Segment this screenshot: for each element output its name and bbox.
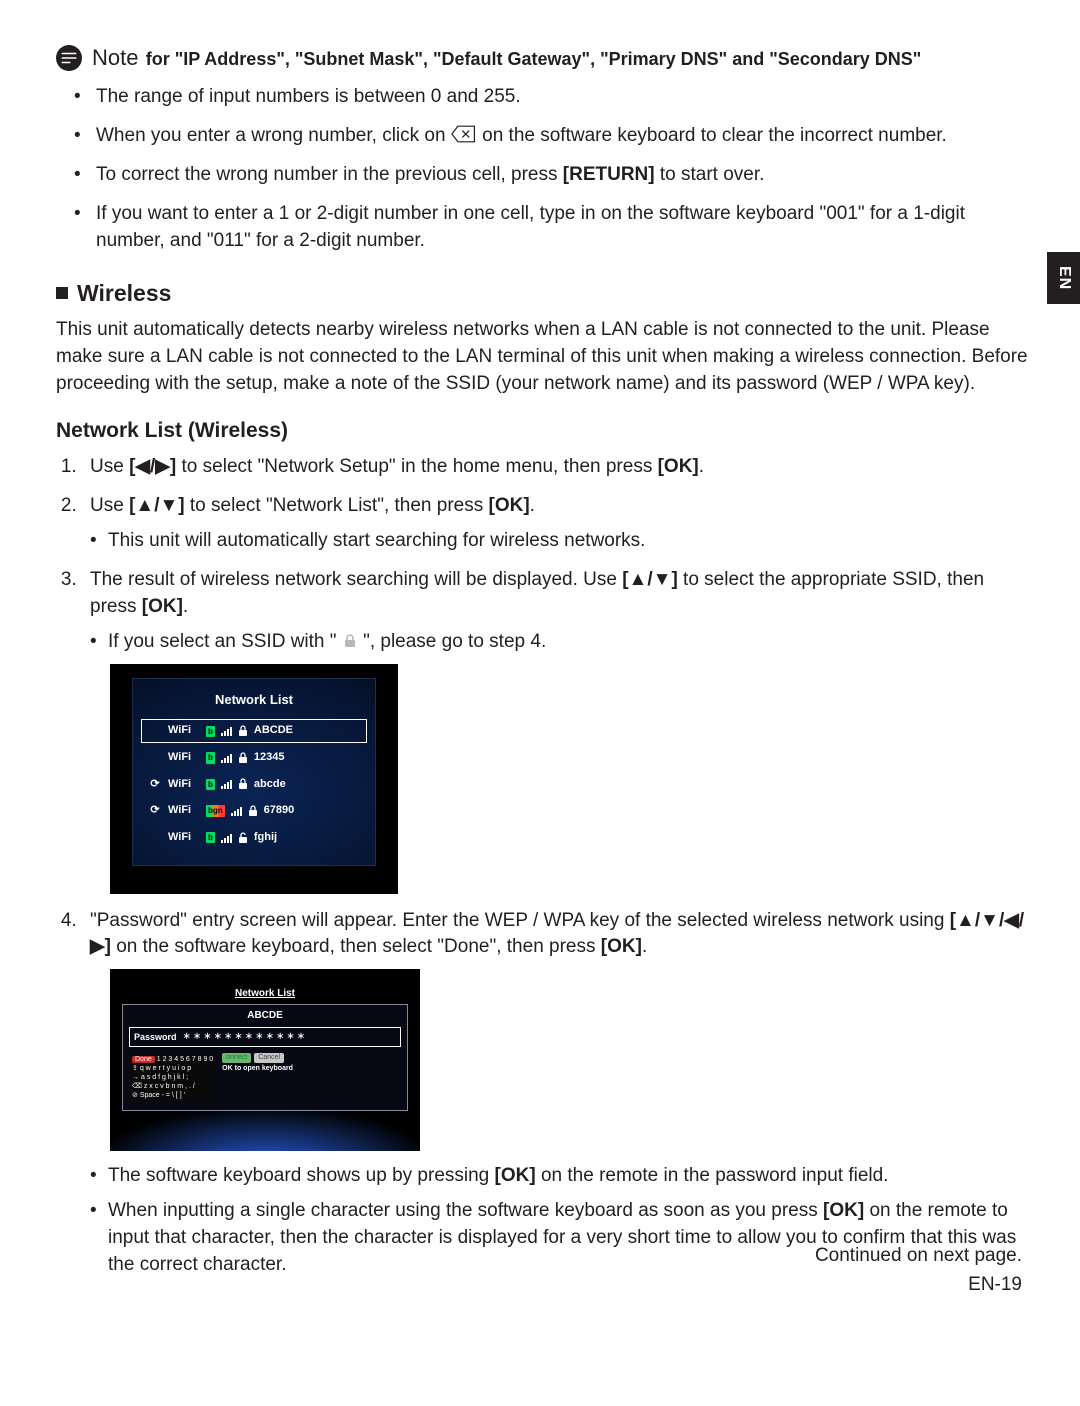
network-list-screenshot: Network List WiFibABCDE WiFib12345 ⟳WiFiba… [110, 664, 398, 894]
wireless-paragraph: This unit automatically detects nearby w… [56, 317, 1032, 398]
text: When you enter a wrong number, click on [96, 125, 451, 146]
note-word: Note [92, 45, 138, 70]
step-4: "Password" entry screen will appear. Ent… [82, 908, 1032, 1280]
text: Use [90, 495, 129, 516]
key-ok: [OK] [658, 456, 699, 477]
done-button: Done [132, 1056, 155, 1063]
text: to start over. [655, 164, 765, 185]
language-tab: EN [1047, 252, 1080, 304]
note-bullet-1: The range of input numbers is between 0 … [74, 84, 1032, 111]
screenshot-title: Network List [122, 987, 408, 1001]
note-bullets: The range of input numbers is between 0 … [56, 84, 1032, 255]
screenshot-title: Network List [141, 691, 367, 709]
text: . [183, 596, 188, 617]
note-bullet-4: If you want to enter a 1 or 2-digit numb… [74, 201, 1032, 255]
key-ok: [OK] [495, 1165, 536, 1186]
text: Use [90, 456, 129, 477]
key-ok: [OK] [489, 495, 530, 516]
software-keyboard: Done1 2 3 4 5 6 7 8 9 0 ⇪ q w e r t y u … [129, 1053, 401, 1102]
text: . [642, 936, 647, 957]
password-field: Password ∗∗∗∗∗∗∗∗∗∗∗∗ [129, 1027, 401, 1047]
step-3-sub: If you select an SSID with " ", please g… [90, 629, 1032, 656]
key-ok: [OK] [601, 936, 642, 957]
step-4-sub-1: The software keyboard shows up by pressi… [90, 1163, 1032, 1190]
key-ok: [OK] [142, 596, 183, 617]
lock-icon [342, 633, 358, 649]
key-return: [RETURN] [563, 164, 655, 185]
kb-row: q w e r t y u i o p [140, 1065, 191, 1072]
text: on the software keyboard, then select "D… [111, 936, 601, 957]
text: on the remote in the password input fiel… [536, 1165, 889, 1186]
connect-button: onnect [222, 1053, 251, 1063]
continued-text: Continued on next page. [815, 1243, 1022, 1270]
key-updown: [▲/▼] [622, 569, 678, 590]
network-row: WiFibfghij [141, 826, 367, 850]
password-screenshot: Network List ABCDE Password ∗∗∗∗∗∗∗∗∗∗∗∗… [110, 969, 420, 1151]
text: to select "Network List", then press [185, 495, 489, 516]
keyboard-hint: OK to open keyboard [222, 1064, 401, 1074]
kb-row: a s d f g h j k l ; [141, 1074, 188, 1081]
cancel-button: Cancel [254, 1053, 284, 1063]
password-label: Password [134, 1031, 177, 1044]
network-row: WiFib12345 [141, 746, 367, 770]
password-value: ∗∗∗∗∗∗∗∗∗∗∗∗ [183, 1030, 396, 1044]
page-number: EN-19 [815, 1272, 1022, 1299]
network-list-steps: Use [◀/▶] to select "Network Setup" in t… [56, 454, 1032, 1279]
wireless-heading: Wireless [56, 277, 1032, 310]
note-heading: Note for "IP Address", "Subnet Mask", "D… [56, 42, 1032, 74]
note-icon [56, 45, 82, 71]
heading-text: Wireless [77, 277, 171, 310]
key-leftright: [◀/▶] [129, 456, 176, 477]
backspace-icon [451, 124, 477, 144]
text: "Password" entry screen will appear. Ent… [90, 910, 950, 931]
network-list-heading: Network List (Wireless) [56, 416, 1032, 446]
network-row: ⟳WiFibabcde [141, 773, 367, 797]
key-updown: [▲/▼] [129, 495, 185, 516]
kb-row: z x c v b n m , . / [144, 1083, 195, 1090]
step-2: Use [▲/▼] to select "Network List", then… [82, 493, 1032, 555]
selected-ssid: ABCDE [129, 1009, 401, 1023]
text: When inputting a single character using … [108, 1200, 823, 1221]
text: . [530, 495, 535, 516]
text: to select "Network Setup" in the home me… [176, 456, 657, 477]
step-2-sub: This unit will automatically start searc… [90, 528, 1032, 555]
text: The software keyboard shows up by pressi… [108, 1165, 495, 1186]
step-3: The result of wireless network searching… [82, 567, 1032, 893]
text: To correct the wrong number in the previ… [96, 164, 563, 185]
kb-row: Space - = \ [ ] ' [140, 1092, 185, 1099]
step-1: Use [◀/▶] to select "Network Setup" in t… [82, 454, 1032, 481]
text: If you select an SSID with " [108, 631, 342, 652]
key-ok: [OK] [823, 1200, 864, 1221]
text: The result of wireless network searching… [90, 569, 622, 590]
kb-row: 1 2 3 4 5 6 7 8 9 0 [157, 1056, 213, 1063]
note-subtitle: for "IP Address", "Subnet Mask", "Defaul… [146, 49, 922, 69]
note-bullet-2: When you enter a wrong number, click on … [74, 123, 1032, 150]
note-bullet-3: To correct the wrong number in the previ… [74, 162, 1032, 189]
network-row: WiFibABCDE [141, 719, 367, 743]
text: ", please go to step 4. [358, 631, 546, 652]
square-bullet-icon [56, 287, 68, 299]
text: on the software keyboard to clear the in… [482, 125, 947, 146]
page-footer: Continued on next page. EN-19 [815, 1243, 1022, 1299]
network-row: ⟳WiFibgn67890 [141, 799, 367, 823]
text: . [699, 456, 704, 477]
